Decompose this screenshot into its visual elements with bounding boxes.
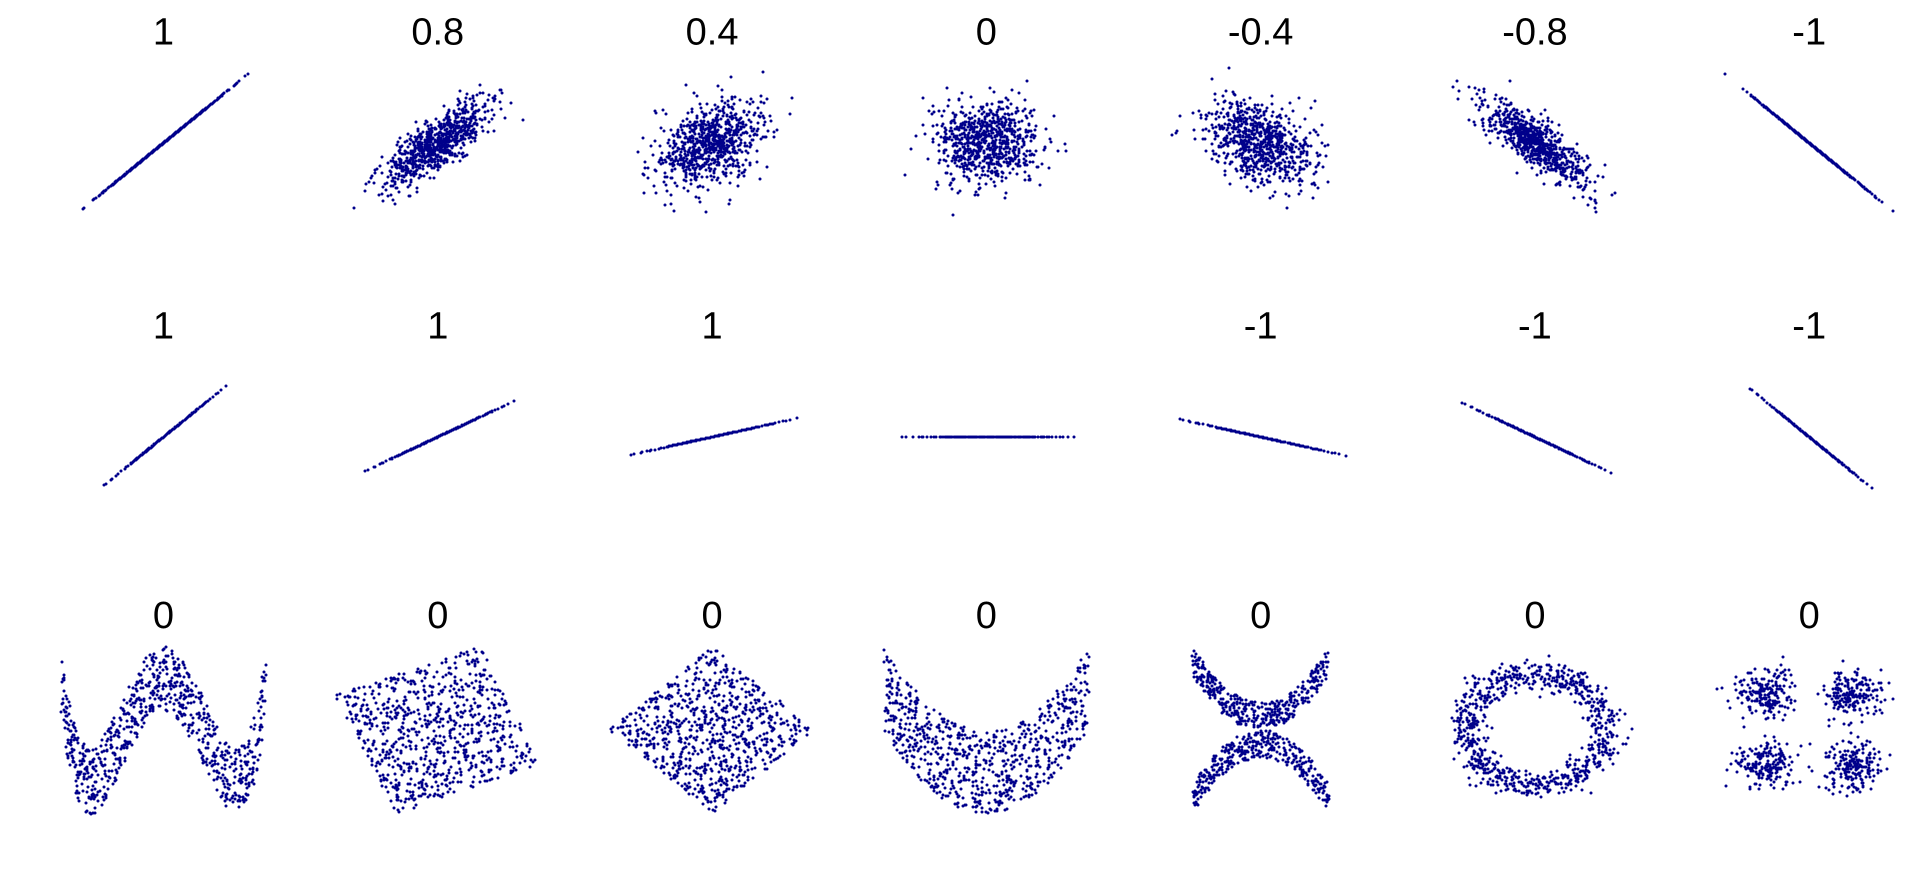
svg-text:1: 1 [702, 306, 723, 348]
svg-text:-1: -1 [1518, 306, 1552, 348]
svg-text:-1: -1 [1792, 12, 1826, 54]
svg-text:0: 0 [1250, 595, 1271, 637]
svg-text:1: 1 [153, 306, 174, 348]
svg-text:-1: -1 [1244, 306, 1278, 348]
svg-text:0.8: 0.8 [411, 12, 464, 54]
svg-text:1: 1 [153, 12, 174, 54]
svg-text:-0.4: -0.4 [1228, 12, 1293, 54]
svg-text:0: 0 [702, 595, 723, 637]
svg-text:-1: -1 [1792, 306, 1826, 348]
svg-text:0: 0 [153, 595, 174, 637]
svg-text:0: 0 [976, 12, 997, 54]
svg-text:0.4: 0.4 [686, 12, 739, 54]
svg-text:0: 0 [1799, 595, 1820, 637]
svg-text:0: 0 [1524, 595, 1545, 637]
svg-text:0: 0 [976, 595, 997, 637]
svg-text:-0.8: -0.8 [1502, 12, 1567, 54]
svg-text:0: 0 [427, 595, 448, 637]
svg-text:1: 1 [427, 306, 448, 348]
